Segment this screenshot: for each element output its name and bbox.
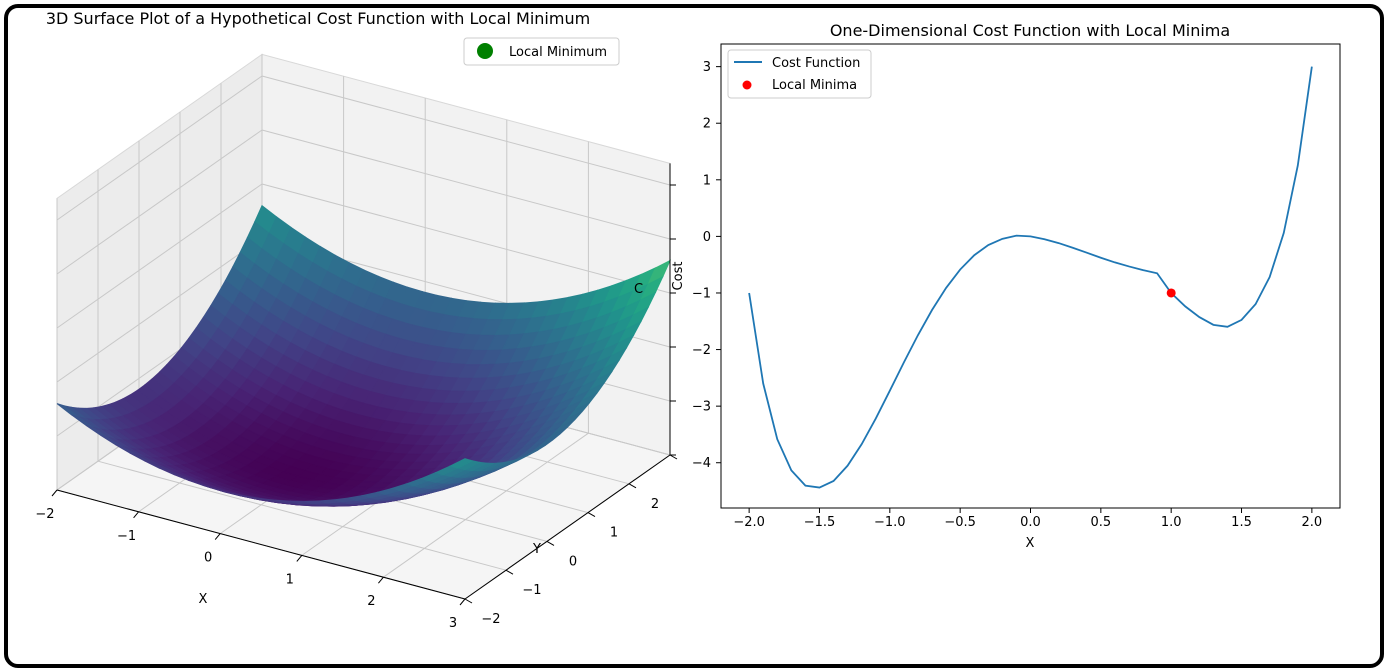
y-tick-mark bbox=[546, 540, 555, 546]
surface-facet bbox=[449, 458, 474, 469]
back-grid-z bbox=[261, 75, 671, 186]
x-tick-mark bbox=[51, 489, 58, 497]
x-tick-label: 0 bbox=[204, 551, 212, 566]
x-tick-mark bbox=[133, 511, 139, 519]
y-tick-mark bbox=[628, 483, 637, 489]
left-grid-z bbox=[56, 237, 263, 383]
left-grid-z bbox=[56, 183, 263, 329]
surface-zlabel: C bbox=[634, 282, 643, 297]
x-tick-mark bbox=[459, 598, 466, 606]
x-tick-label: 1 bbox=[286, 572, 294, 587]
surface-legend: Local Minimum bbox=[463, 37, 620, 66]
x-tick-mark bbox=[296, 555, 303, 562]
x-tick-mark bbox=[378, 576, 384, 584]
floor-grid-x bbox=[383, 432, 589, 578]
surface-plot-title: 3D Surface Plot of a Hypothetical Cost F… bbox=[46, 9, 590, 28]
x-axis-line bbox=[56, 489, 466, 600]
surface-legend-box bbox=[463, 37, 620, 66]
surface-legend-label: Local Minimum bbox=[509, 45, 607, 60]
y-tick-label: −1 bbox=[522, 583, 541, 598]
floor-grid-y bbox=[97, 460, 507, 571]
y-tick-mark bbox=[587, 512, 596, 518]
y-tick-label: 2 bbox=[651, 497, 659, 512]
y-tick-label: −2 bbox=[481, 612, 500, 627]
left-grid-z bbox=[56, 129, 263, 275]
y-tick-mark bbox=[464, 598, 473, 604]
surface-xlabel: X bbox=[199, 592, 208, 607]
back-grid-z bbox=[261, 129, 671, 240]
y-tick-label: 0 bbox=[569, 554, 577, 569]
local-minimum-legend-marker bbox=[477, 43, 493, 59]
surface-ylabel: Y bbox=[532, 542, 541, 557]
y-tick-mark bbox=[505, 569, 514, 575]
y-tick-mark bbox=[669, 454, 678, 460]
surface-plot-3d: 3D Surface Plot of a Hypothetical Cost F… bbox=[35, 9, 678, 631]
y-axis-line bbox=[464, 454, 671, 600]
x-tick-mark bbox=[214, 533, 221, 540]
surface-mesh bbox=[56, 204, 672, 507]
x-tick-label: −1 bbox=[117, 529, 136, 544]
back-grid-z bbox=[261, 183, 671, 294]
x-tick-label: 3 bbox=[449, 616, 457, 631]
y-tick-label: 1 bbox=[610, 526, 618, 541]
left-grid-z bbox=[56, 75, 263, 221]
x-tick-label: 2 bbox=[367, 594, 375, 609]
x-tick-label: −2 bbox=[35, 507, 54, 522]
